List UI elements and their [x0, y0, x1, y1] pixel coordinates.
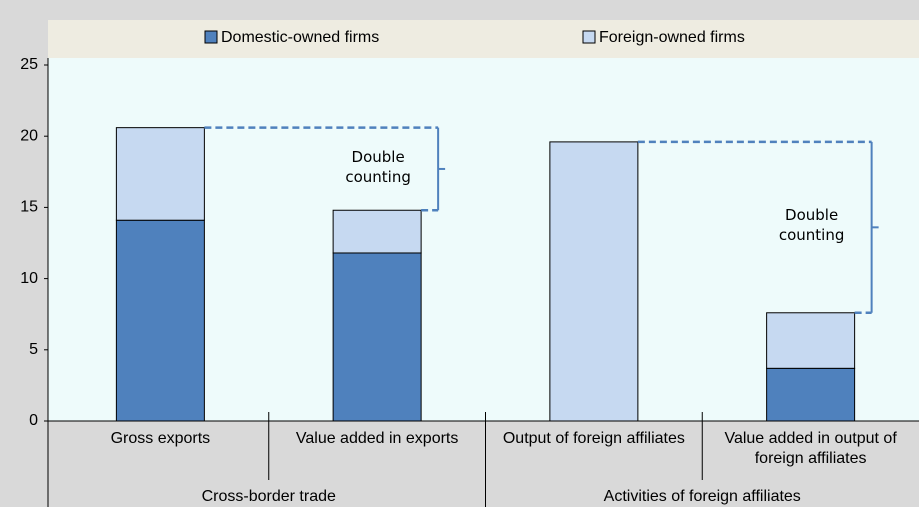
bar-segment: [766, 367, 856, 422]
legend-label: Domestic-owned firms: [221, 29, 379, 46]
y-tick-label: 0: [29, 412, 38, 429]
y-tick-label: 5: [29, 341, 38, 358]
bar-segment: [549, 141, 639, 422]
legend-swatch: [582, 30, 596, 44]
legend-label: Foreign-owned firms: [599, 29, 745, 46]
annotation: Double counting: [778, 206, 845, 245]
legend-swatch: [204, 30, 218, 44]
y-tick-label: 15: [20, 199, 38, 216]
x-tick-label: Value added in output of foreign affilia…: [724, 430, 897, 467]
bar-segment: [766, 312, 856, 369]
y-tick-label: 10: [20, 270, 38, 287]
annotation: Double counting: [345, 147, 411, 186]
y-tick-label: 25: [20, 56, 38, 73]
x-tick-label: Output of foreign affiliates: [502, 430, 685, 447]
bar-segment: [115, 219, 205, 422]
bar-segment: [115, 127, 205, 221]
y-tick-label: 20: [20, 127, 38, 144]
legend-band: [48, 20, 919, 58]
group-label: Cross-border trade: [201, 488, 336, 505]
bar-segment: [332, 252, 422, 422]
x-tick-label: Gross exports: [110, 430, 211, 447]
group-label: Activities of foreign affiliates: [603, 488, 801, 505]
bar-segment: [332, 209, 422, 254]
x-tick-label: Value added in exports: [295, 430, 459, 447]
